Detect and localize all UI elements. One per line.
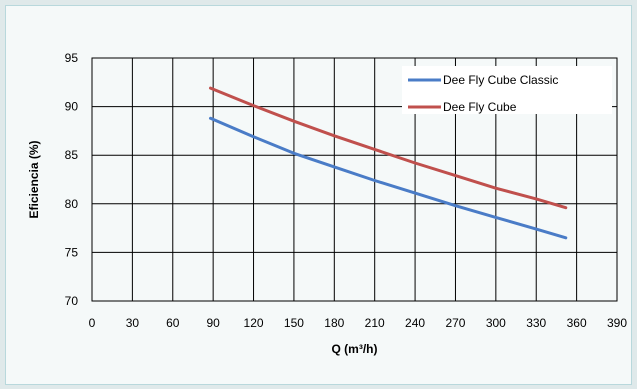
y-axis-title: Eficiencia (%) — [27, 140, 41, 218]
x-tick-label: 150 — [284, 316, 304, 330]
legend-label-0: Dee Fly Cube Classic — [443, 73, 558, 87]
series-line-1 — [209, 86, 568, 210]
legend-label-1: Dee Fly Cube — [443, 100, 517, 114]
y-tick-label: 95 — [65, 51, 79, 65]
plot-area — [91, 57, 618, 302]
x-tick-label: 360 — [567, 316, 587, 330]
series-line-0 — [209, 116, 568, 240]
x-tick-label: 60 — [166, 316, 180, 330]
x-tick-label: 270 — [445, 316, 465, 330]
x-tick-label: 210 — [365, 316, 385, 330]
y-tick-label: 75 — [65, 245, 79, 259]
y-tick-label: 90 — [65, 100, 79, 114]
x-tick-label: 390 — [607, 316, 627, 330]
series-layer — [209, 86, 568, 240]
y-tick-label: 70 — [65, 294, 79, 308]
x-tick-labels: 0 30 60 90 120 150 180 210 240 270 300 330 360 390 — [89, 316, 628, 330]
x-tick-label: 0 — [89, 316, 96, 330]
legend: Dee Fly Cube Classic Dee Fly Cube — [402, 66, 612, 114]
y-tick-label: 80 — [65, 197, 79, 211]
y-tick-labels: 95 90 85 80 75 70 — [65, 51, 79, 308]
x-tick-label: 90 — [206, 316, 220, 330]
y-tick-label: 85 — [65, 148, 79, 162]
x-tick-label: 180 — [324, 316, 344, 330]
x-tick-label: 30 — [126, 316, 140, 330]
x-tick-label: 240 — [405, 316, 425, 330]
x-tick-label: 120 — [244, 316, 264, 330]
x-tick-label: 300 — [486, 316, 506, 330]
x-axis-title: Q (m³/h) — [332, 342, 378, 356]
x-tick-label: 330 — [526, 316, 546, 330]
